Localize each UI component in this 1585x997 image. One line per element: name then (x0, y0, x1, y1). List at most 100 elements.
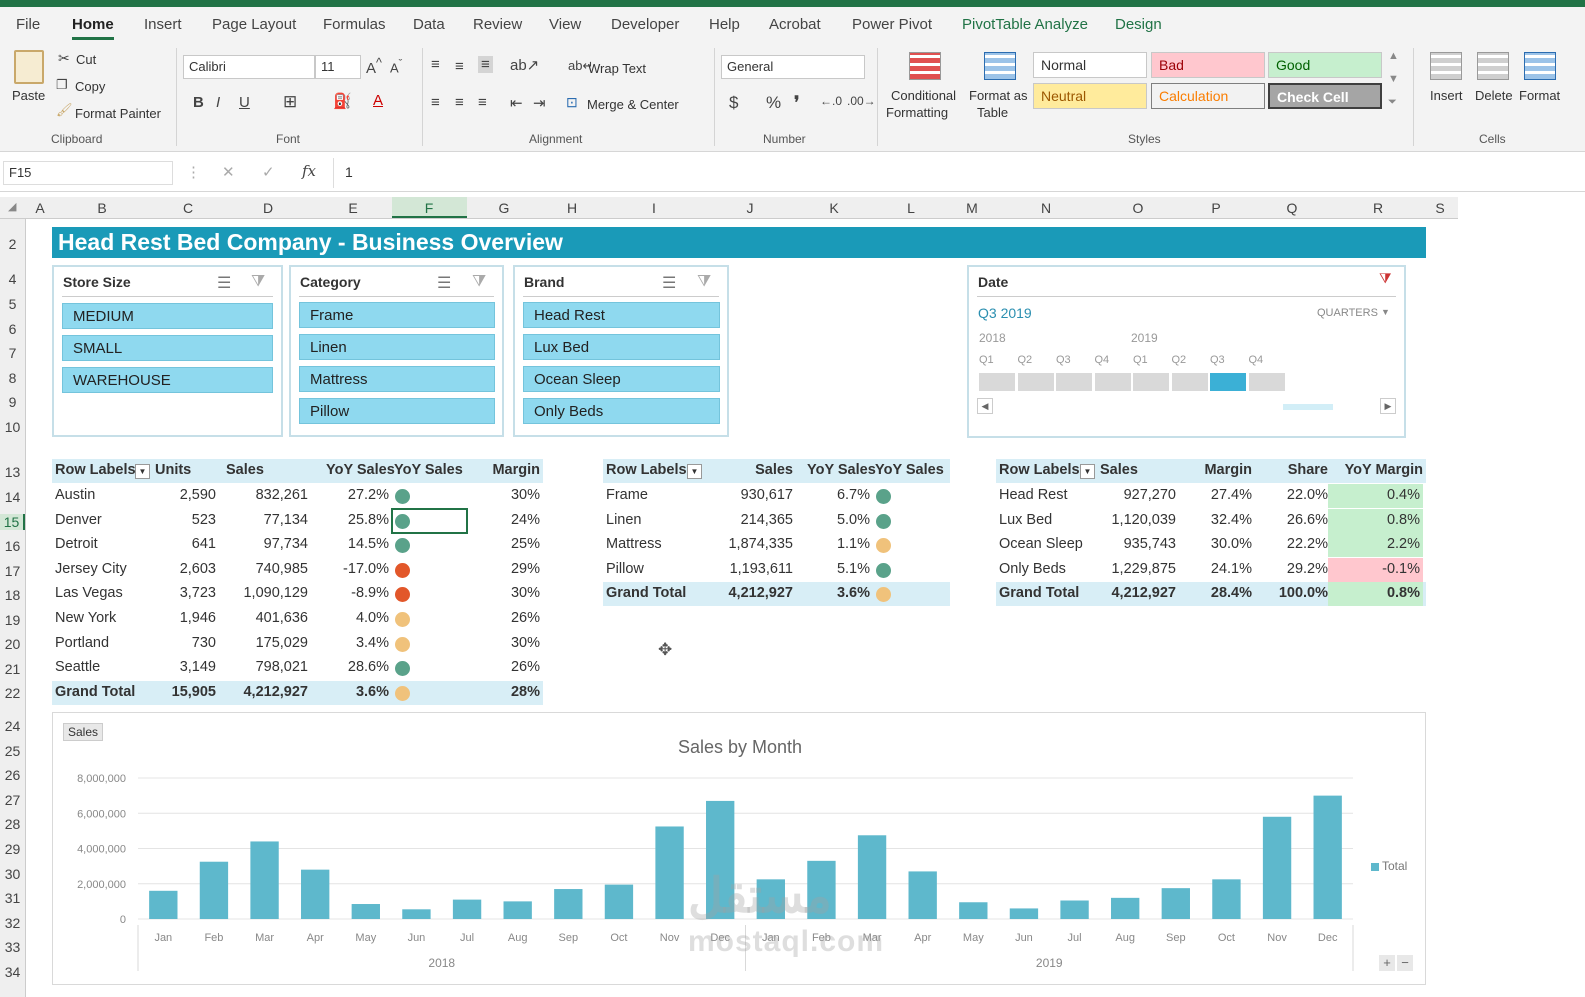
cut-button[interactable]: Cut (76, 52, 97, 67)
selected-cell-f15[interactable] (391, 508, 468, 534)
row-header-13[interactable]: 13 (4, 464, 21, 480)
italic-icon[interactable]: I (216, 94, 221, 111)
row-header-5[interactable]: 5 (8, 296, 17, 312)
bar[interactable] (604, 884, 634, 919)
row-header-7[interactable]: 7 (8, 345, 17, 361)
timeline-level-select[interactable]: QUARTERS (1317, 307, 1378, 319)
timeline-scrollbar[interactable] (1283, 404, 1333, 410)
tab-review[interactable]: Review (473, 16, 523, 33)
decrease-decimal-icon[interactable]: .00→ (847, 94, 876, 108)
tab-view[interactable]: View (549, 16, 582, 33)
wrap-text-button[interactable]: Wrap Text (588, 61, 647, 76)
align-center-icon[interactable]: ≡ (455, 94, 464, 111)
slicer-item-frame[interactable]: Frame (299, 302, 495, 328)
borders-icon[interactable]: ⊞ (283, 92, 298, 111)
tab-acrobat[interactable]: Acrobat (769, 16, 821, 33)
column-header-b[interactable]: B (97, 200, 107, 216)
align-left-icon[interactable]: ≡ (431, 94, 440, 111)
style-check-cell[interactable]: Check Cell (1268, 83, 1382, 109)
timeline-bar[interactable] (1056, 373, 1092, 391)
row-header-8[interactable]: 8 (8, 370, 17, 386)
increase-font-icon[interactable]: A^ (366, 56, 382, 77)
currency-icon[interactable]: $ (729, 93, 739, 112)
bar[interactable] (1111, 897, 1140, 919)
expand-icon[interactable]: + (1379, 955, 1395, 971)
timeline-bar-selected[interactable] (1210, 373, 1246, 391)
format-as-table-icon[interactable] (984, 52, 1016, 80)
styles-scroll-up-icon[interactable]: ▲ (1388, 50, 1399, 62)
row-header-26[interactable]: 26 (4, 767, 21, 783)
insert-cells-icon[interactable] (1430, 52, 1462, 80)
sales-by-month-chart[interactable]: Sales Sales by Month 8,000,000 6,000,000 4… (52, 712, 1426, 985)
row-header-19[interactable]: 19 (4, 612, 21, 628)
column-header-f[interactable]: F (391, 197, 467, 218)
merge-center-button[interactable]: Merge & Center (587, 97, 679, 112)
bar[interactable] (959, 902, 988, 919)
slicer-item-only-beds[interactable]: Only Beds (523, 398, 720, 424)
style-normal[interactable]: Normal (1033, 52, 1147, 78)
row-header-29[interactable]: 29 (4, 841, 21, 857)
bar[interactable] (301, 869, 330, 919)
column-header-i[interactable]: I (652, 200, 656, 216)
slicer-item-small[interactable]: SMALL (62, 335, 273, 361)
insert-function-button[interactable]: fx (302, 162, 317, 180)
column-header-p[interactable]: P (1211, 200, 1221, 216)
slicer-item-linen[interactable]: Linen (299, 334, 495, 360)
column-header-j[interactable]: J (746, 200, 754, 216)
column-header-n[interactable]: N (1040, 200, 1052, 216)
select-all-icon[interactable]: ◢ (8, 201, 17, 213)
timeline-bar[interactable] (1094, 373, 1131, 391)
increase-indent-icon[interactable]: ⇥ (533, 95, 546, 112)
timeline-bar[interactable] (1171, 373, 1208, 391)
slicer-item-mattress[interactable]: Mattress (299, 366, 495, 392)
slicer-item-lux-bed[interactable]: Lux Bed (523, 334, 720, 360)
format-cells-button[interactable]: Format (1519, 88, 1561, 103)
column-header-g[interactable]: G (498, 200, 510, 216)
column-header-k[interactable]: K (829, 200, 839, 216)
row-header-9[interactable]: 9 (8, 394, 17, 410)
bar[interactable] (1161, 888, 1190, 919)
slicer-item-pillow[interactable]: Pillow (299, 398, 495, 424)
bar[interactable] (1262, 816, 1292, 919)
column-header-h[interactable]: H (566, 200, 578, 216)
row-header-33[interactable]: 33 (4, 939, 21, 955)
scroll-left-icon[interactable]: ◀ (977, 398, 993, 414)
filter-dropdown-icon[interactable]: ▼ (135, 464, 150, 479)
timeline-bar[interactable] (1133, 373, 1169, 391)
increase-decimal-icon[interactable]: ←.0 (820, 94, 843, 108)
bar[interactable] (402, 909, 431, 919)
column-header-l[interactable]: L (907, 200, 915, 216)
chevron-down-icon[interactable]: ▼ (1381, 307, 1390, 317)
clear-filter-icon[interactable]: ⧩ (1379, 270, 1392, 286)
style-neutral[interactable]: Neutral (1033, 83, 1147, 109)
collapse-icon[interactable]: − (1397, 955, 1413, 971)
tab-home[interactable]: Home (72, 16, 114, 33)
formula-input[interactable]: 1 (345, 164, 353, 180)
row-header-24[interactable]: 24 (4, 718, 21, 734)
row-header-2[interactable]: 2 (8, 236, 17, 252)
bar[interactable] (706, 800, 735, 919)
row-header-25[interactable]: 25 (4, 743, 21, 759)
format-cells-icon[interactable] (1524, 52, 1556, 80)
name-box[interactable]: F15 (3, 161, 173, 185)
bar[interactable] (1313, 795, 1342, 919)
font-name-select[interactable]: Calibri (183, 55, 315, 79)
row-header-14[interactable]: 14 (4, 489, 21, 505)
bar[interactable] (149, 890, 178, 919)
font-size-select[interactable]: 11 (315, 55, 361, 79)
decrease-indent-icon[interactable]: ⇤ (510, 95, 523, 112)
conditional-formatting-label-2[interactable]: Formatting (886, 105, 949, 120)
bar[interactable] (503, 901, 532, 919)
paste-icon[interactable] (14, 50, 44, 84)
bar[interactable] (554, 889, 583, 919)
style-calculation[interactable]: Calculation (1151, 83, 1265, 109)
row-header-21[interactable]: 21 (4, 661, 21, 677)
fill-color-icon[interactable]: ⛽ (333, 93, 352, 110)
row-header-4[interactable]: 4 (8, 271, 17, 287)
slicer-item-medium[interactable]: MEDIUM (62, 303, 273, 329)
bar[interactable] (250, 841, 279, 919)
row-header-22[interactable]: 22 (4, 685, 21, 701)
row-header-16[interactable]: 16 (4, 538, 21, 554)
scroll-right-icon[interactable]: ▶ (1380, 398, 1396, 414)
conditional-formatting-label[interactable]: Conditional (891, 88, 957, 103)
